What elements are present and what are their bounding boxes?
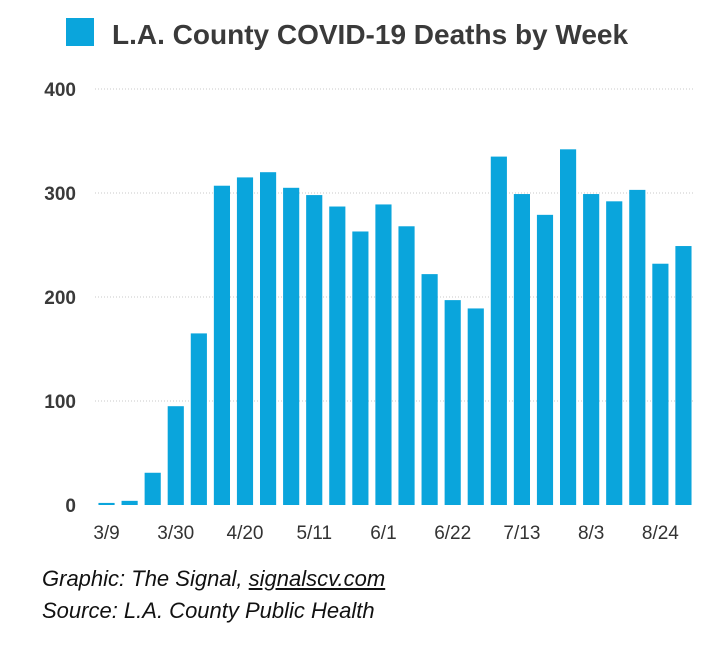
bar-3-30 [167,406,184,505]
bar-6-15 [421,274,438,505]
bar-4-6 [190,333,207,505]
credits: Graphic: The Signal, signalscv.com Sourc… [42,563,385,627]
x-tick-label: 3/9 [93,523,119,544]
signal-link[interactable]: signalscv.com [248,566,386,591]
x-tick-label: 3/30 [157,523,194,544]
bar-3-9 [98,502,115,505]
x-tick-label: 8/24 [642,523,679,544]
bar-5-4 [283,187,300,506]
x-tick-label: 8/3 [578,523,604,544]
bar-6-22 [444,300,461,505]
bar-7-27 [560,149,577,505]
graphic-credit-prefix: Graphic: The Signal, [42,566,249,591]
y-tick-label: 100 [44,392,76,413]
gridlines [95,88,695,402]
bar-6-29 [467,308,484,505]
y-tick-label: 200 [44,288,76,309]
bar-8-24 [652,263,669,505]
bar-7-20 [536,214,554,505]
bar-8-31 [675,246,692,506]
bar-8-10 [606,201,623,505]
y-tick-label: 300 [44,184,76,205]
y-axis-ticks: 0 100 200 300 400 [44,80,76,517]
bar-8-3 [583,194,600,506]
bar-4-20 [236,177,254,505]
bar-8-17 [629,189,646,505]
bars [98,149,692,506]
bar-5-18 [329,206,346,505]
bar-5-25 [352,231,369,506]
x-tick-label: 5/11 [296,523,332,544]
x-tick-label: 7/13 [503,523,540,544]
y-tick-label: 400 [44,80,76,101]
bar-5-11 [306,195,323,505]
x-tick-label: 4/20 [227,523,264,544]
x-tick-label: 6/1 [370,523,396,544]
bar-4-13 [213,185,230,505]
y-tick-label: 0 [65,496,76,517]
legend-swatch [66,18,94,46]
source-credit: Source: L.A. County Public Health [42,598,375,623]
bar-3-23 [144,472,161,505]
graphic-credit: Graphic: The Signal, signalscv.com [42,563,385,595]
bar-6-1 [375,204,392,505]
bar-7-6 [490,156,507,505]
bar-4-27 [260,172,277,505]
bar-3-16 [121,500,138,505]
legend-label: L.A. County COVID-19 Deaths by Week [112,19,628,50]
x-tick-label: 6/22 [434,523,471,544]
bar-6-8 [398,226,415,505]
x-axis-ticks: 3/9 3/30 4/20 5/11 6/1 6/22 7/13 8/3 8/24 [93,523,679,544]
legend: L.A. County COVID-19 Deaths by Week [66,18,628,50]
bar-7-13 [513,194,530,506]
